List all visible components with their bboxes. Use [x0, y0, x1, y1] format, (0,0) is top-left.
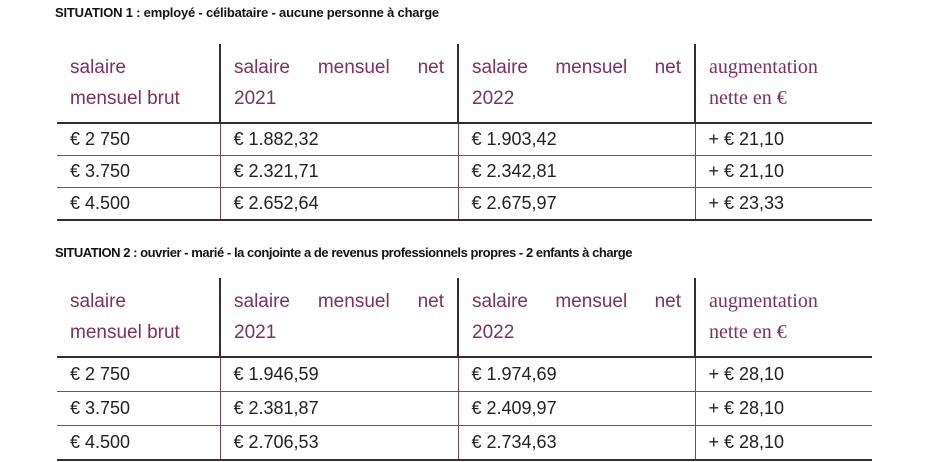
- header-line2: 2022: [472, 322, 515, 343]
- table-cell: € 3.750: [57, 155, 220, 188]
- header-line2: 2021: [234, 322, 277, 343]
- table-cell: € 3.750: [57, 391, 220, 426]
- header-word: net: [654, 57, 681, 78]
- table-header-cell: salaire mensuel net 2022: [457, 278, 695, 358]
- header-word: mensuel: [317, 57, 390, 78]
- table-cell: + € 28,10: [694, 425, 872, 461]
- header-line1: augmentation: [709, 290, 818, 312]
- header-line2: nette en €: [709, 87, 787, 109]
- header-word: mensuel: [317, 291, 390, 312]
- situation1-heading: SITUATION 1 : employé - célibataire - au…: [55, 5, 439, 20]
- table-header-row: salaire mensuel brut salaire mensuel net 2021…: [57, 44, 872, 124]
- table-row: € 3.750 € 2.381,87 € 2.409,97 + € 28,10: [57, 391, 872, 426]
- header-line2: nette en €: [709, 321, 787, 343]
- table-cell: + € 23,33: [694, 187, 872, 221]
- header-line1: salaire mensuel net: [234, 286, 444, 317]
- table-header-cell: salaire mensuel brut: [57, 278, 220, 358]
- table-cell: € 2.652,64: [219, 187, 458, 221]
- header-line1: salaire: [70, 57, 126, 78]
- header-line2: 2021: [234, 88, 277, 109]
- table-cell: € 1.903,42: [457, 123, 695, 156]
- header-line1: salaire: [70, 291, 126, 312]
- table-cell: + € 28,10: [694, 391, 872, 426]
- table-cell: + € 28,10: [694, 357, 872, 392]
- table-header-cell: salaire mensuel net 2021: [219, 44, 458, 124]
- table-header-cell: salaire mensuel net 2021: [219, 278, 458, 358]
- header-word: mensuel: [555, 57, 628, 78]
- table-cell: + € 21,10: [694, 123, 872, 156]
- header-word: salaire: [234, 57, 290, 78]
- table-cell: € 2.706,53: [219, 425, 458, 461]
- table-row: € 4.500 € 2.706,53 € 2.734,63 + € 28,10: [57, 425, 872, 461]
- header-line1: augmentation: [709, 56, 818, 78]
- table-cell: € 2.409,97: [457, 391, 695, 426]
- header-line2: 2022: [472, 88, 515, 109]
- table-header-row: salaire mensuel brut salaire mensuel net 2021…: [57, 278, 872, 358]
- table-cell: € 2 750: [57, 123, 220, 156]
- table-row: € 3.750 € 2.321,71 € 2.342,81 + € 21,10: [57, 155, 872, 188]
- table-cell: € 2.342,81: [457, 155, 695, 188]
- table-cell: € 2 750: [57, 357, 220, 392]
- header-word: salaire: [472, 291, 528, 312]
- header-word: mensuel: [555, 291, 628, 312]
- table-cell: € 4.500: [57, 425, 220, 461]
- header-line1: salaire mensuel net: [472, 52, 681, 83]
- table-row: € 2 750 € 1.882,32 € 1.903,42 + € 21,10: [57, 123, 872, 156]
- document-page: SITUATION 1 : employé - célibataire - au…: [0, 5, 948, 461]
- header-word: net: [654, 291, 681, 312]
- table-header-cell: salaire mensuel net 2022: [457, 44, 695, 124]
- table-cell: € 1.974,69: [457, 357, 695, 392]
- header-word: salaire: [234, 291, 290, 312]
- situation2-salary-table: salaire mensuel brut salaire mensuel net 2021…: [57, 278, 872, 461]
- table-header-cell: augmentation nette en €: [694, 278, 872, 358]
- header-word: net: [417, 57, 444, 78]
- table-header-cell: augmentation nette en €: [694, 44, 872, 124]
- table-cell: € 2.734,63: [457, 425, 695, 461]
- table-cell: € 2.321,71: [219, 155, 458, 188]
- header-word: net: [417, 291, 444, 312]
- table-cell: + € 21,10: [694, 155, 872, 188]
- header-line2: mensuel brut: [70, 88, 180, 109]
- table-cell: € 2.675,97: [457, 187, 695, 221]
- situation1-salary-table: salaire mensuel brut salaire mensuel net 2021…: [57, 44, 872, 221]
- header-line1: salaire mensuel net: [234, 52, 444, 83]
- table-row: € 2 750 € 1.946,59 € 1.974,69 + € 28,10: [57, 357, 872, 392]
- table-header-cell: salaire mensuel brut: [57, 44, 220, 124]
- header-line1: salaire mensuel net: [472, 286, 681, 317]
- header-word: salaire: [472, 57, 528, 78]
- table-row: € 4.500 € 2.652,64 € 2.675,97 + € 23,33: [57, 187, 872, 221]
- table-cell: € 4.500: [57, 187, 220, 221]
- table-cell: € 1.946,59: [219, 357, 458, 392]
- table-cell: € 2.381,87: [219, 391, 458, 426]
- situation2-heading: SITUATION 2 : ouvrier - marié - la conjo…: [55, 245, 633, 260]
- header-line2: mensuel brut: [70, 322, 180, 343]
- table-cell: € 1.882,32: [219, 123, 458, 156]
